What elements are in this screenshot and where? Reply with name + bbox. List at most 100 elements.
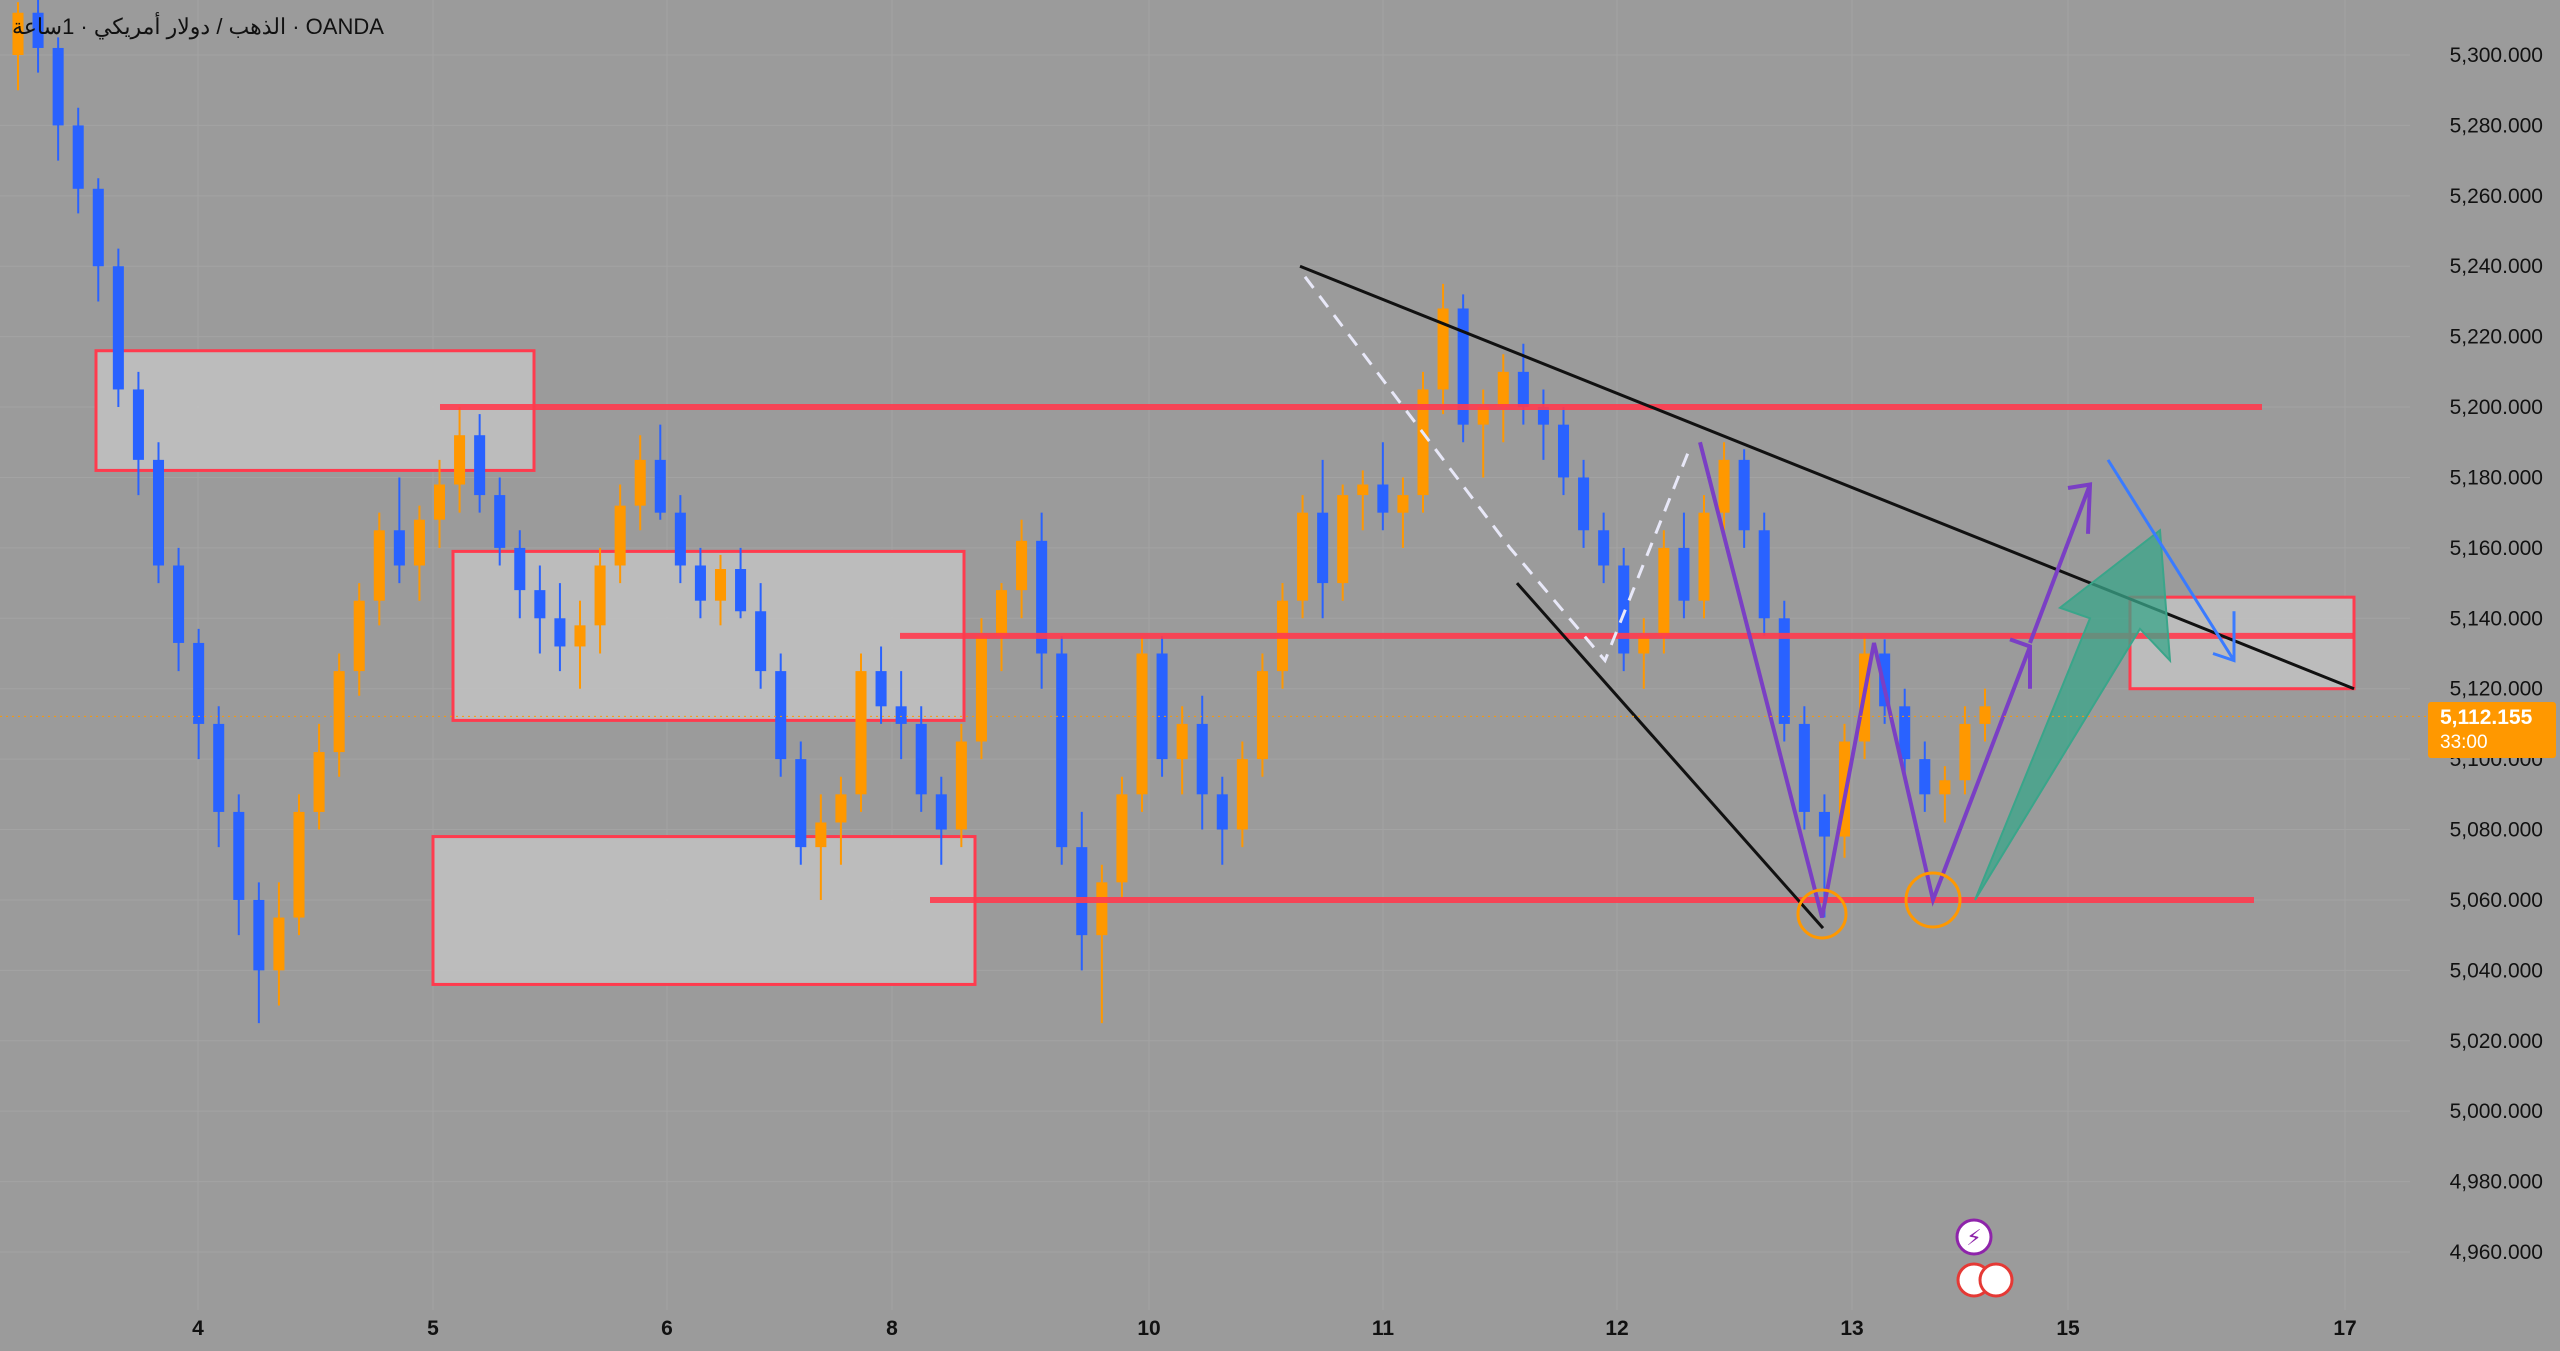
- candle-body: [755, 611, 767, 672]
- candle-body: [855, 671, 867, 795]
- candle-body: [1297, 512, 1309, 601]
- candle-body: [995, 590, 1008, 636]
- candle-body: [1377, 484, 1389, 513]
- blue-arrowhead: [2212, 611, 2236, 663]
- candle-body: [1718, 459, 1730, 513]
- dashed-path[interactable]: [1303, 275, 1690, 664]
- candle-body: [775, 671, 787, 760]
- candle-body: [233, 811, 245, 900]
- candle-body: [554, 618, 566, 647]
- support-line[interactable]: [1515, 582, 1825, 930]
- candle-body: [1879, 653, 1891, 707]
- symbol-title[interactable]: OANDA · الذهب / دولار أمريكي · 1ساعة: [12, 14, 384, 39]
- candle-body: [193, 642, 205, 724]
- y-tick-label: 5,160.000: [2450, 537, 2543, 560]
- pattern-zigzag[interactable]: [1698, 441, 2032, 919]
- candle-body: [955, 741, 967, 830]
- x-tick-label: 13: [1840, 1317, 1863, 1340]
- candle-body: [1939, 780, 1951, 795]
- x-tick-label: 15: [2056, 1317, 2080, 1340]
- candle-body: [293, 811, 305, 918]
- pattern-arrow[interactable]: [2028, 483, 2092, 644]
- pattern-arrowhead: [2067, 482, 2093, 534]
- us-flag-icon-2[interactable]: [1978, 1262, 2014, 1298]
- y-tick-label: 4,980.000: [2450, 1171, 2543, 1194]
- candle-body: [935, 794, 947, 830]
- candle-body: [353, 600, 365, 672]
- candle-body: [152, 459, 165, 566]
- trend-line[interactable]: [1299, 264, 2355, 691]
- y-axis: 5,300.000 5,280.000 5,260.000 5,240.000 5,22…: [2450, 44, 2543, 1264]
- candle-body: [1899, 706, 1911, 760]
- candle-body: [1156, 653, 1168, 760]
- projection-arrow[interactable]: [1974, 528, 2172, 901]
- bottom-circle[interactable]: [1796, 888, 1848, 940]
- candle-body: [895, 706, 907, 724]
- candle-body: [1979, 706, 1991, 724]
- candle-body: [373, 530, 385, 601]
- candle-body: [1116, 794, 1128, 883]
- candle-body: [654, 459, 666, 513]
- lightning-icon-glyph: ⚡: [1966, 1226, 1981, 1251]
- candle-body: [1317, 512, 1329, 584]
- candle-body: [1196, 723, 1208, 795]
- candle-body: [1477, 407, 1489, 425]
- candle-body: [1076, 847, 1088, 936]
- y-tick-label: 5,060.000: [2450, 889, 2543, 912]
- candle-body: [1818, 811, 1830, 837]
- candle-body: [92, 188, 104, 267]
- candle-body: [634, 459, 646, 506]
- lightning-icon[interactable]: [1955, 1218, 1993, 1256]
- bar-countdown-label: 33:00: [2440, 732, 2488, 753]
- y-tick-label: 5,040.000: [2450, 959, 2543, 982]
- candle-body: [32, 12, 44, 48]
- candle-body: [594, 565, 606, 626]
- candle-body: [494, 495, 506, 548]
- candle-body: [735, 569, 747, 612]
- candle-body: [132, 389, 144, 460]
- y-tick-label: 5,300.000: [2450, 44, 2543, 67]
- x-tick-label: 5: [427, 1317, 439, 1340]
- drawings: [0, 264, 2428, 940]
- x-tick-label: 12: [1605, 1317, 1628, 1340]
- candle-body: [1557, 424, 1570, 478]
- candle-body: [1678, 547, 1690, 601]
- y-tick-label: 5,200.000: [2450, 396, 2543, 419]
- candle-body: [815, 822, 827, 848]
- supply-demand-zone[interactable]: [431, 835, 977, 986]
- event-icons: ⚡: [1955, 1218, 2014, 1298]
- pattern-arrowhead: [2009, 637, 2032, 689]
- candle-body: [975, 635, 987, 742]
- x-tick-label: 4: [192, 1317, 204, 1340]
- candle-body: [1598, 530, 1610, 566]
- candle-body: [835, 794, 847, 823]
- y-tick-label: 5,240.000: [2450, 255, 2543, 278]
- candle-body: [1959, 723, 1971, 781]
- candle-body: [1658, 547, 1670, 636]
- candle-body: [1738, 459, 1750, 531]
- candle-body: [1497, 371, 1509, 408]
- candle-body: [574, 625, 586, 647]
- candle-body: [253, 899, 265, 971]
- candle-body: [333, 671, 345, 753]
- candle-body: [1176, 723, 1188, 760]
- candle-body: [534, 590, 546, 619]
- supply-demand-zone[interactable]: [451, 549, 966, 722]
- x-axis: 4 5 6 8 10 11 12 13 15 17: [192, 1317, 2357, 1340]
- zones: [94, 349, 2356, 986]
- supply-demand-zone[interactable]: [94, 349, 536, 472]
- candles: [12, 0, 1991, 1024]
- x-tick-label: 6: [661, 1317, 673, 1340]
- blue-arrow[interactable]: [2106, 459, 2236, 662]
- candle-body: [875, 671, 887, 707]
- candle-body: [12, 12, 24, 55]
- y-tick-label: 5,180.000: [2450, 466, 2543, 489]
- y-tick-label: 5,140.000: [2450, 607, 2543, 630]
- x-tick-label: 10: [1137, 1317, 1160, 1340]
- candle-body: [1919, 759, 1931, 795]
- candle-body: [1457, 308, 1469, 425]
- candle-body: [1578, 477, 1590, 531]
- bottom-circle[interactable]: [1904, 871, 1962, 929]
